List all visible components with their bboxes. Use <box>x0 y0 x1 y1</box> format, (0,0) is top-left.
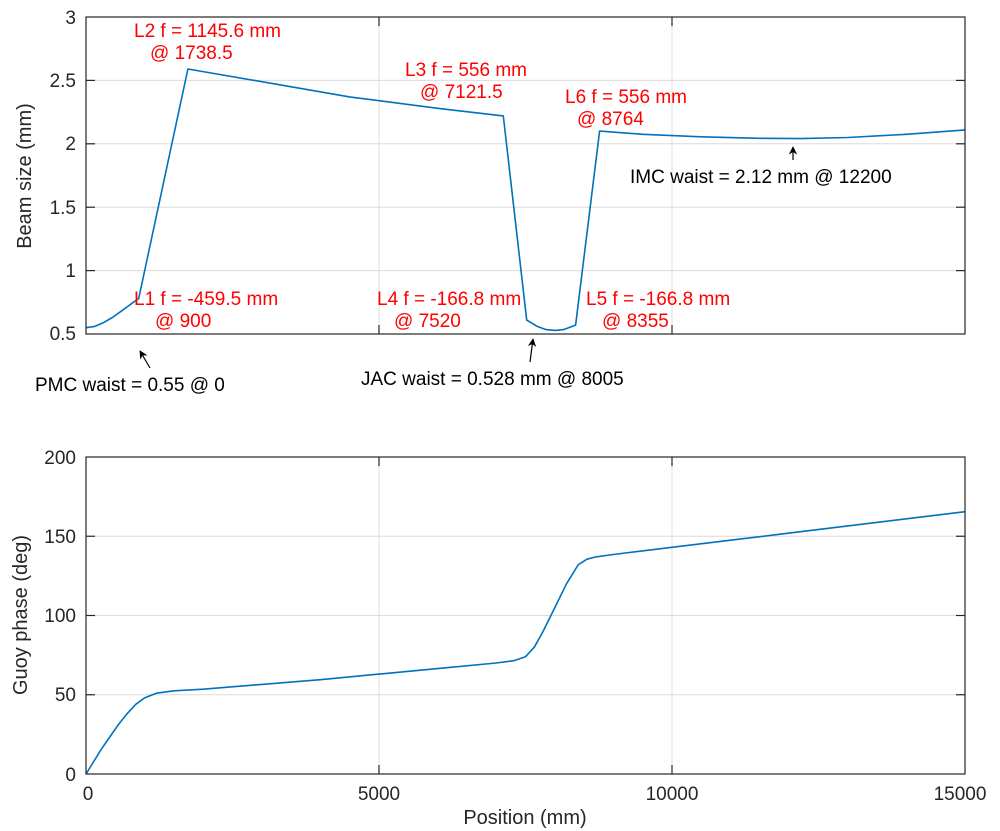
annotation-l1: L1 f = -459.5 mm @ 900 <box>134 289 283 332</box>
beam-size-y-axis-label: Beam size (mm) <box>14 103 36 249</box>
beam-size-ytick-label: 2.5 <box>50 71 76 92</box>
beam-size-ytick-label: 1.5 <box>50 198 76 219</box>
guoy-phase-ytick-labels: 200 150 100 50 0 <box>44 448 76 786</box>
beam-size-gridlines <box>86 17 965 334</box>
guoy-xtick-label: 0 <box>83 784 94 805</box>
guoy-ytick-label: 50 <box>55 685 76 706</box>
guoy-phase-y-axis-label: Guoy phase (deg) <box>10 535 32 695</box>
annotation-jac-waist: JAC waist = 0.528 mm @ 8005 <box>361 369 624 390</box>
beam-size-ytick-label: 3 <box>65 8 76 29</box>
beam-size-axes: 3 2.5 2 1.5 1 0.5 Beam size (mm) L2 f = … <box>14 8 966 396</box>
waist-annotations: IMC waist = 2.12 mm @ 12200 PMC waist = … <box>35 146 892 396</box>
annotation-l3-line2: @ 7121.5 <box>420 82 503 103</box>
guoy-ytick-label: 0 <box>65 765 76 786</box>
beam-size-series-line <box>85 68 966 332</box>
annotation-l6: L6 f = 556 mm @ 8764 <box>565 87 692 130</box>
guoy-ytick-label: 150 <box>44 527 76 548</box>
guoy-phase-xtick-labels: 0 5000 10000 15000 <box>83 784 987 805</box>
annotation-l5: L5 f = -166.8 mm @ 8355 <box>586 289 735 332</box>
annotation-l3-line1: L3 f = 556 mm <box>405 60 527 81</box>
annotation-l2-line1: L2 f = 1145.6 mm <box>134 21 281 42</box>
annotation-l1-line1: L1 f = -459.5 mm <box>134 289 278 310</box>
beam-size-ticks <box>86 17 965 334</box>
beam-size-ytick-labels: 3 2.5 2 1.5 1 0.5 <box>50 8 76 345</box>
beam-size-ytick-label: 1 <box>65 261 76 282</box>
annotation-l1-line2: @ 900 <box>155 311 211 332</box>
beam-size-ytick-label: 0.5 <box>50 324 76 345</box>
annotation-pmc-waist: PMC waist = 0.55 @ 0 <box>35 375 225 396</box>
annotation-l4-line2: @ 7520 <box>394 311 461 332</box>
pmc-waist-arrow <box>139 350 151 369</box>
guoy-xtick-label: 15000 <box>934 784 987 805</box>
annotation-l5-line1: L5 f = -166.8 mm <box>586 289 730 310</box>
annotation-l5-line2: @ 8355 <box>602 311 669 332</box>
annotation-l2-line2: @ 1738.5 <box>150 43 233 64</box>
annotation-l4: L4 f = -166.8 mm @ 7520 <box>377 289 526 332</box>
guoy-phase-ticks <box>86 457 965 774</box>
lens-annotations: L2 f = 1145.6 mm @ 1738.5 L3 f = 556 mm … <box>134 21 735 332</box>
annotation-l6-line1: L6 f = 556 mm <box>565 87 687 108</box>
guoy-phase-axes: 200 150 100 50 0 0 5000 10000 15000 Guoy… <box>10 448 986 829</box>
beam-size-axes-frame <box>85 16 966 335</box>
annotation-imc-waist: IMC waist = 2.12 mm @ 12200 <box>630 167 892 188</box>
guoy-phase-series-line <box>85 510 966 775</box>
jac-waist-arrow <box>527 338 537 363</box>
guoy-xtick-label: 5000 <box>358 784 400 805</box>
annotation-l3: L3 f = 556 mm @ 7121.5 <box>405 60 532 103</box>
guoy-phase-gridlines <box>86 457 965 774</box>
guoy-xtick-label: 10000 <box>646 784 699 805</box>
guoy-ytick-label: 200 <box>44 448 76 469</box>
guoy-ytick-label: 100 <box>44 606 76 627</box>
annotation-l2: L2 f = 1145.6 mm @ 1738.5 <box>134 21 286 64</box>
beam-size-ytick-label: 2 <box>65 134 76 155</box>
annotation-l4-line1: L4 f = -166.8 mm <box>377 289 521 310</box>
annotation-l6-line2: @ 8764 <box>577 109 644 130</box>
position-x-axis-label: Position (mm) <box>463 807 586 829</box>
